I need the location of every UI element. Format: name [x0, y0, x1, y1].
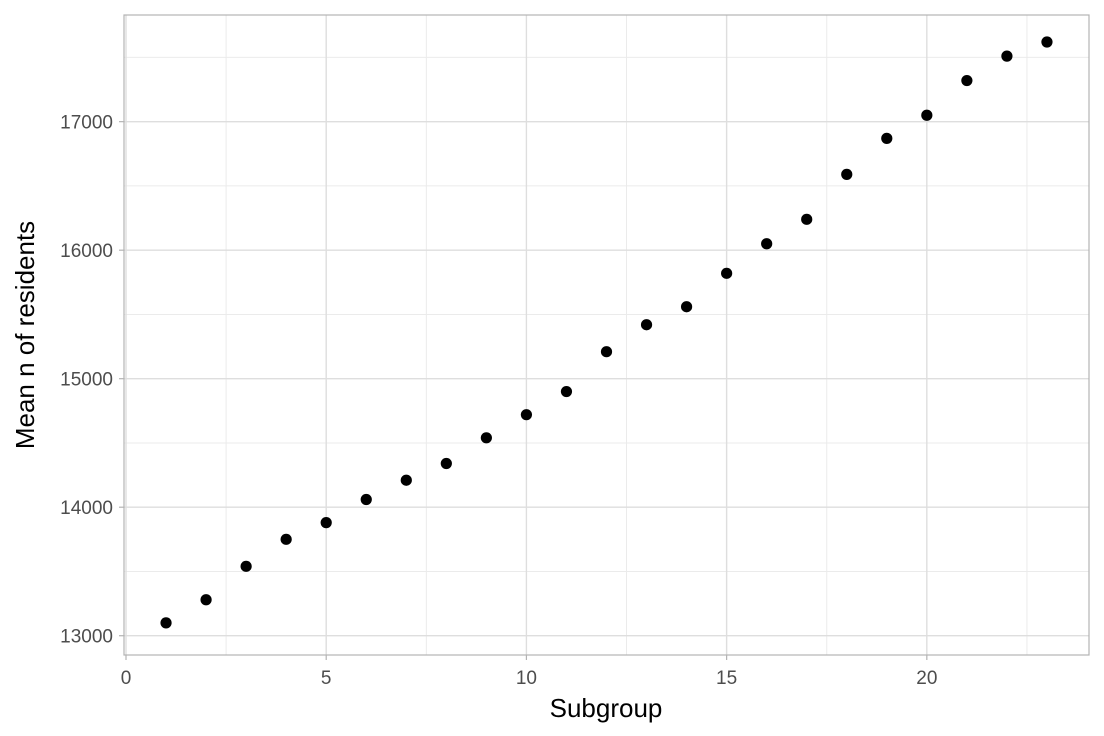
data-point: [1001, 50, 1013, 62]
data-point: [360, 493, 372, 506]
x-axis-title: Subgroup: [550, 693, 663, 723]
x-tick-label: 0: [121, 668, 132, 689]
data-point: [761, 238, 773, 250]
data-point: [520, 409, 533, 421]
data-point: [160, 617, 172, 629]
data-point: [320, 517, 332, 529]
y-tick-label: 14000: [60, 498, 113, 519]
data-point: [640, 319, 653, 331]
y-tick-label: 17000: [60, 113, 113, 134]
data-points: [160, 36, 1053, 629]
data-point: [680, 301, 693, 313]
data-point: [841, 168, 853, 180]
data-point: [280, 533, 292, 545]
data-point: [881, 132, 893, 144]
x-tick-label: 20: [916, 668, 937, 689]
y-axis-title: Mean n of residents: [10, 221, 40, 449]
major-gridlines: [124, 15, 1089, 655]
data-point: [721, 267, 733, 279]
data-point: [240, 560, 252, 572]
axis-ticks: [119, 121, 928, 660]
y-tick-label: 13000: [60, 627, 113, 648]
data-point: [200, 594, 212, 606]
y-tick-label: 16000: [60, 241, 113, 262]
plot-panel-background: [124, 15, 1089, 655]
data-point: [480, 432, 492, 444]
data-point: [801, 213, 813, 225]
data-point: [1041, 36, 1053, 48]
data-point: [400, 474, 412, 486]
y-axis-tick-labels: 13000 14000 15000 16000 17000: [60, 113, 113, 648]
data-point: [961, 74, 973, 87]
x-axis-tick-labels: 0 5 10 15 20: [121, 668, 938, 689]
x-tick-label: 15: [716, 668, 737, 689]
plot-panel-border: [123, 14, 1090, 656]
data-point: [560, 385, 573, 398]
data-point: [921, 109, 933, 121]
x-tick-label: 10: [516, 668, 537, 689]
y-tick-label: 15000: [60, 370, 113, 391]
x-tick-label: 5: [321, 668, 332, 689]
data-point: [440, 457, 452, 470]
data-point: [600, 346, 613, 358]
